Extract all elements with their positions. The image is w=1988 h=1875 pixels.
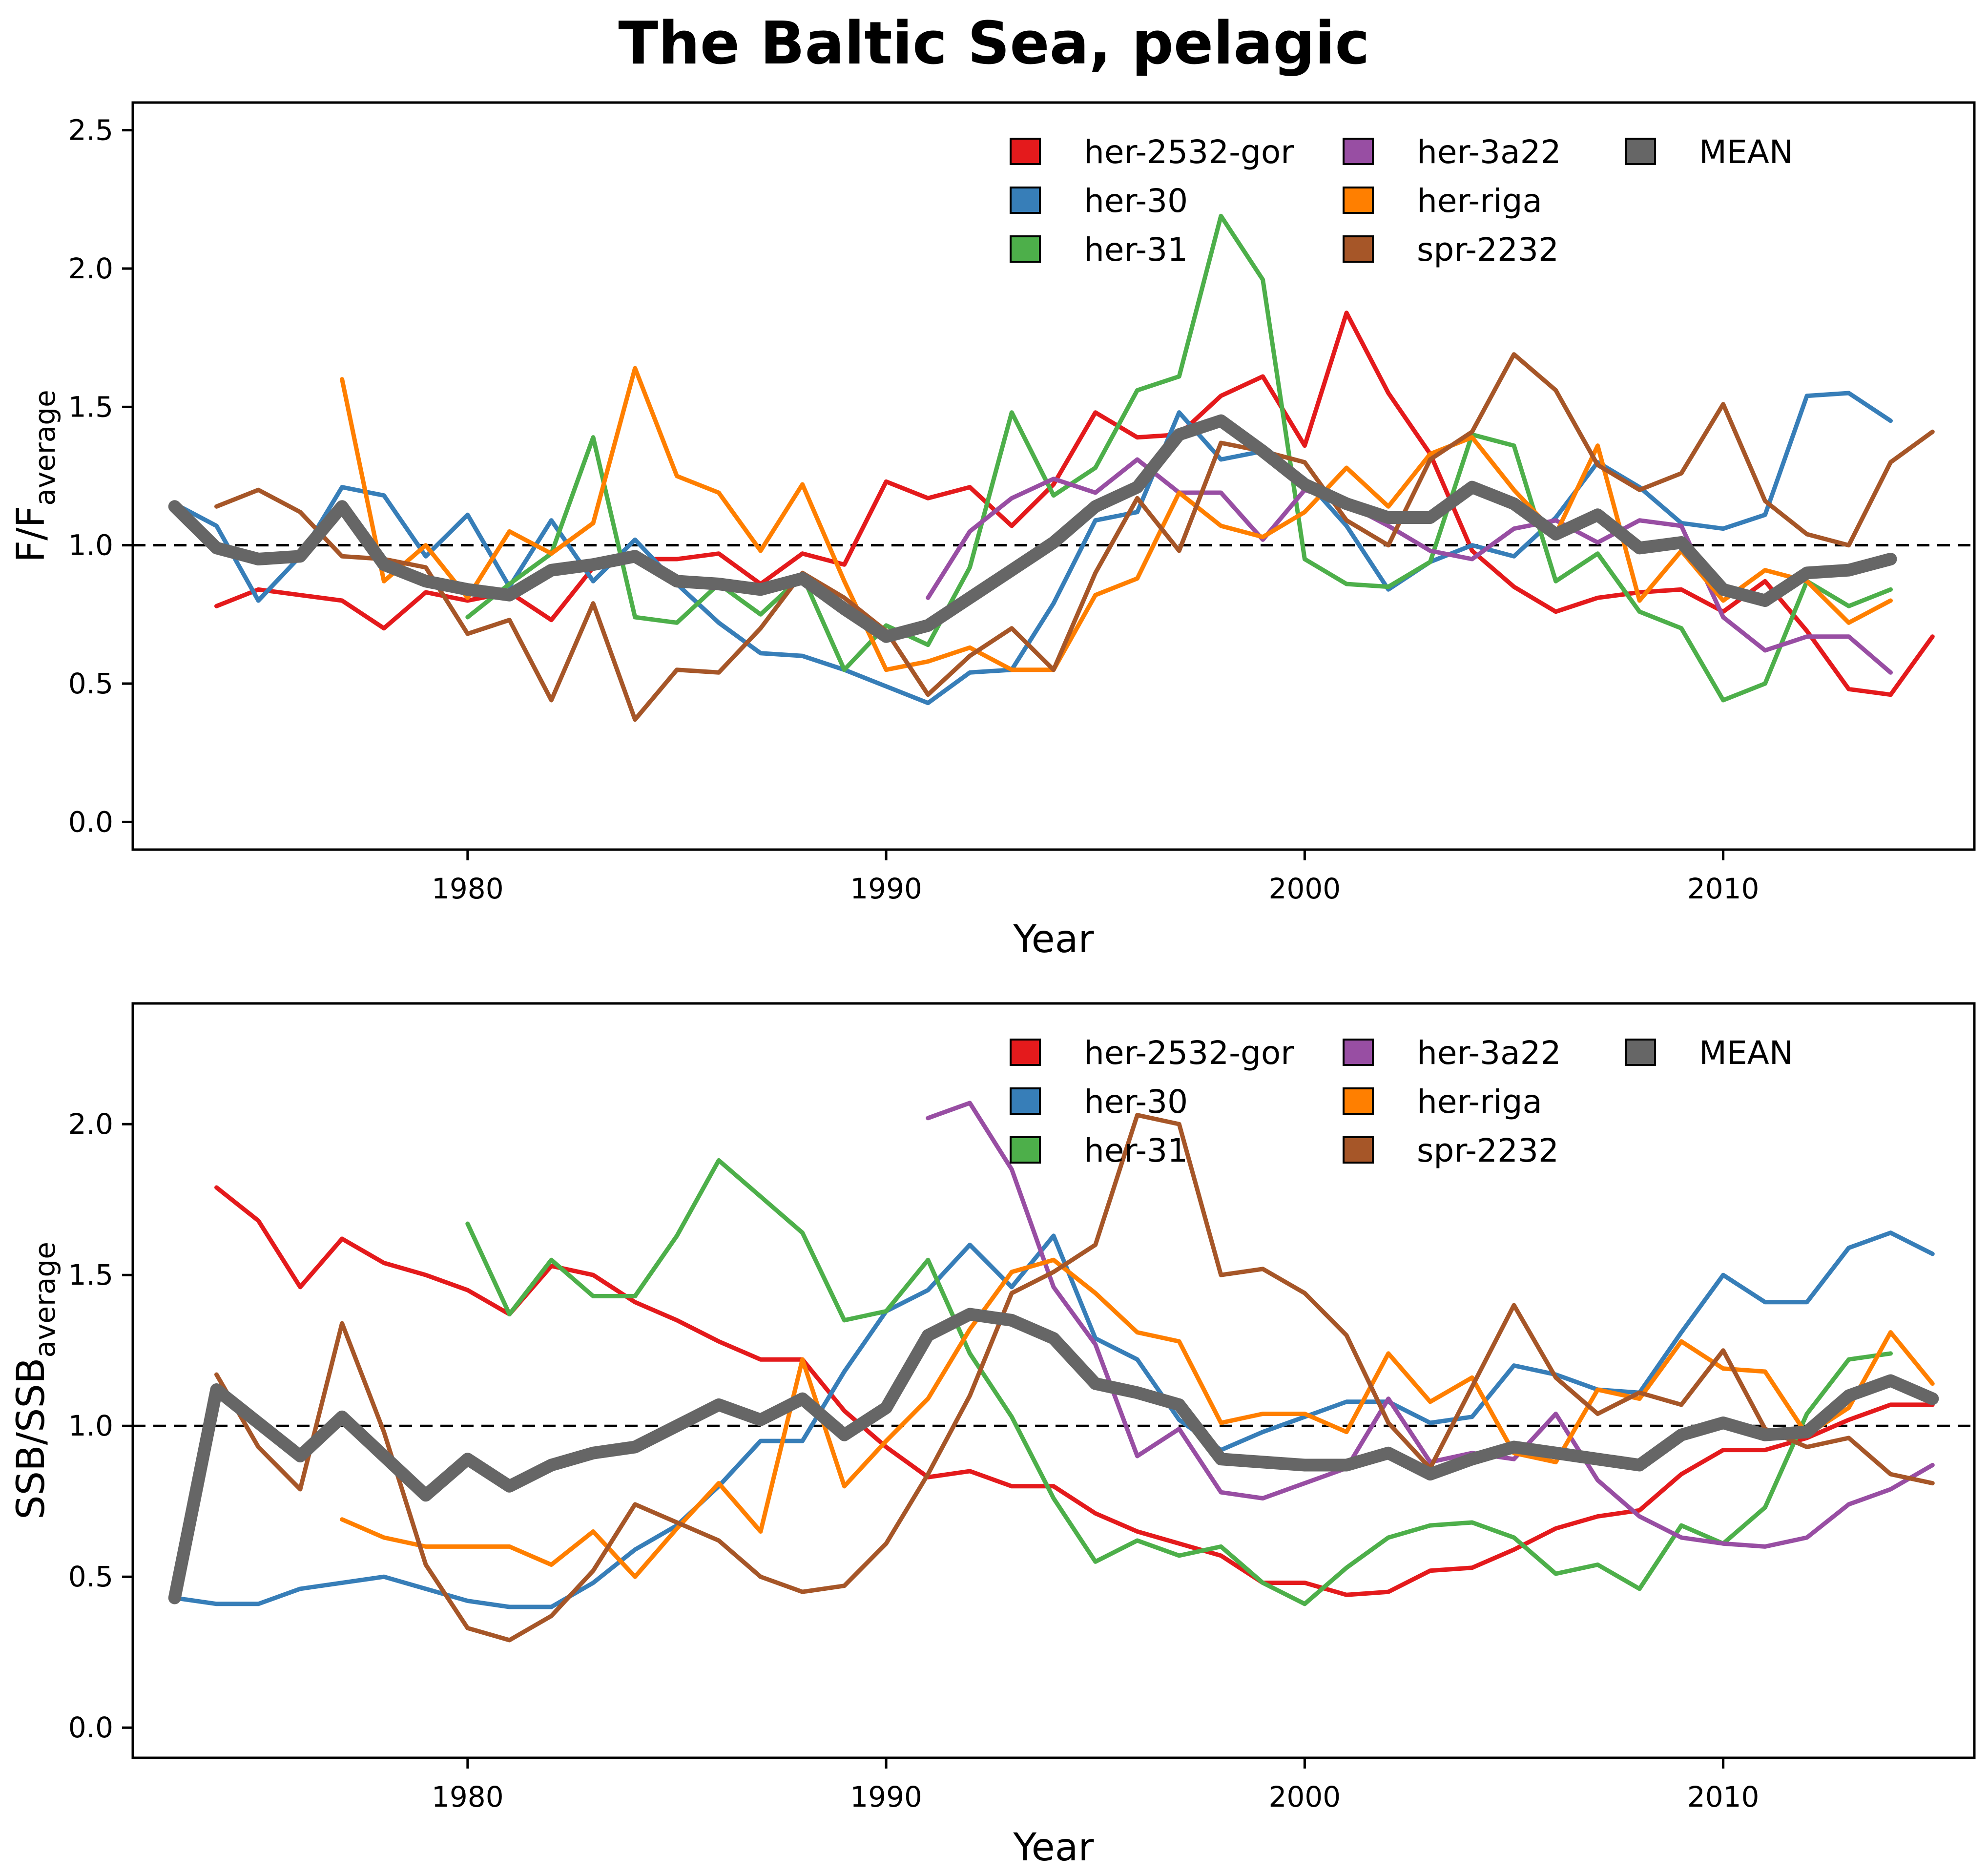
- x-tick-label: 1990: [850, 872, 922, 905]
- legend-label-spr-2232: spr-2232: [1417, 1132, 1559, 1169]
- legend: her-2532-gor her-30 her-31 her-3a22 her-riga…: [1010, 1034, 1793, 1169]
- y-tick-label: 1.0: [68, 1409, 113, 1442]
- legend-swatch-spr-2232: [1343, 235, 1374, 263]
- y-axis-label: F/Faverage: [9, 390, 62, 562]
- legend-swatch-her-riga: [1343, 187, 1374, 214]
- y-tick-label: 1.5: [68, 1258, 113, 1292]
- x-tick-label: 1980: [432, 1780, 504, 1813]
- x-tick-label: 2010: [1687, 872, 1760, 905]
- y-tick-label: 2.0: [68, 252, 113, 285]
- series-line-MEAN: [168, 1308, 1939, 1604]
- series-line-her-riga: [340, 366, 1893, 672]
- y-tick-label: 1.5: [68, 390, 113, 423]
- legend-swatch-her-31: [1010, 235, 1041, 263]
- y-tick-label: 0.0: [68, 805, 113, 838]
- series-line-her-2532-gor: [214, 1185, 1935, 1597]
- legend-label-MEAN: MEAN: [1699, 133, 1793, 171]
- panels: 0.0 0.5 1.0 1.5 2.0 2.5 1980 1990 2000 2010 Year F/…: [9, 101, 1976, 1870]
- y-tick-label: 2.5: [68, 114, 113, 147]
- legend-label-spr-2232: spr-2232: [1417, 231, 1559, 269]
- legend-swatch-her-30: [1010, 1087, 1041, 1115]
- y-axis-label-main: F/F: [9, 506, 53, 562]
- chart-panel-2: 0.0 0.5 1.0 1.5 2.0 1980 1990 2000 2010 Year SSB/S…: [9, 1002, 1976, 1870]
- y-tick-label: 2.0: [68, 1107, 113, 1141]
- series-line-her-3a22: [926, 457, 1893, 675]
- figure-title: The Baltic Sea, pelagic: [618, 10, 1369, 78]
- series-line-her-31: [465, 1158, 1893, 1606]
- chart-panel-1: 0.0 0.5 1.0 1.5 2.0 2.5 1980 1990 2000 2010 Year F/…: [9, 101, 1976, 961]
- legend-swatch-spr-2232: [1343, 1136, 1374, 1164]
- series-line-spr-2232: [214, 352, 1935, 722]
- series-line-her-3a22: [926, 1101, 1935, 1549]
- legend-label-her-3a22: her-3a22: [1417, 1034, 1561, 1072]
- y-tick-label: 0.5: [68, 667, 113, 700]
- y-axis-label-subscript: average: [28, 1242, 62, 1357]
- x-tick-label: 2000: [1269, 1780, 1341, 1813]
- legend-label-her-3a22: her-3a22: [1417, 133, 1561, 171]
- legend-swatch-her-30: [1010, 187, 1041, 214]
- y-axis-label: SSB/SSBaverage: [9, 1242, 62, 1520]
- x-tick-label: 2010: [1687, 1780, 1760, 1813]
- x-tick-label: 2000: [1269, 872, 1341, 905]
- x-axis-label: Year: [1013, 917, 1094, 961]
- y-axis-label-main: SSB/SSB: [9, 1358, 53, 1520]
- y-tick-label: 0.5: [68, 1560, 113, 1593]
- legend-swatch-her-2532-gor: [1010, 1039, 1041, 1066]
- legend-swatch-MEAN: [1625, 138, 1656, 165]
- y-axis-label-subscript: average: [28, 390, 62, 505]
- legend-label-her-31: her-31: [1084, 231, 1188, 269]
- x-axis-label: Year: [1013, 1826, 1094, 1870]
- legend-label-her-31: her-31: [1084, 1132, 1188, 1169]
- legend-swatch-her-riga: [1343, 1087, 1374, 1115]
- y-tick-label: 1.0: [68, 529, 113, 562]
- legend-label-her-riga: her-riga: [1417, 1083, 1542, 1121]
- legend-label-MEAN: MEAN: [1699, 1034, 1793, 1072]
- legend-swatch-her-2532-gor: [1010, 138, 1041, 165]
- legend: her-2532-gor her-30 her-31 her-3a22 her-riga…: [1010, 133, 1793, 269]
- plot-frame: [131, 1002, 1976, 1759]
- series-line-her-2532-gor: [214, 311, 1935, 697]
- legend-swatch-her-3a22: [1343, 1039, 1374, 1066]
- legend-swatch-her-3a22: [1343, 138, 1374, 165]
- plot-frame: [131, 101, 1976, 851]
- legend-swatch-her-31: [1010, 1136, 1041, 1164]
- y-tick-label: 0.0: [68, 1711, 113, 1744]
- series-line-her-31: [465, 213, 1893, 703]
- legend-label-her-2532-gor: her-2532-gor: [1084, 1034, 1294, 1072]
- legend-label-her-30: her-30: [1084, 1083, 1188, 1121]
- series-line-MEAN: [168, 414, 1897, 643]
- x-tick-label: 1990: [850, 1780, 922, 1813]
- series-line-spr-2232: [214, 1113, 1935, 1643]
- legend-label-her-riga: her-riga: [1417, 182, 1542, 220]
- series-group: [168, 213, 1935, 722]
- legend-swatch-MEAN: [1625, 1039, 1656, 1066]
- x-tick-label: 1980: [432, 872, 504, 905]
- legend-label-her-30: her-30: [1084, 182, 1188, 220]
- series-group: [168, 1101, 1939, 1643]
- legend-label-her-2532-gor: her-2532-gor: [1084, 133, 1294, 171]
